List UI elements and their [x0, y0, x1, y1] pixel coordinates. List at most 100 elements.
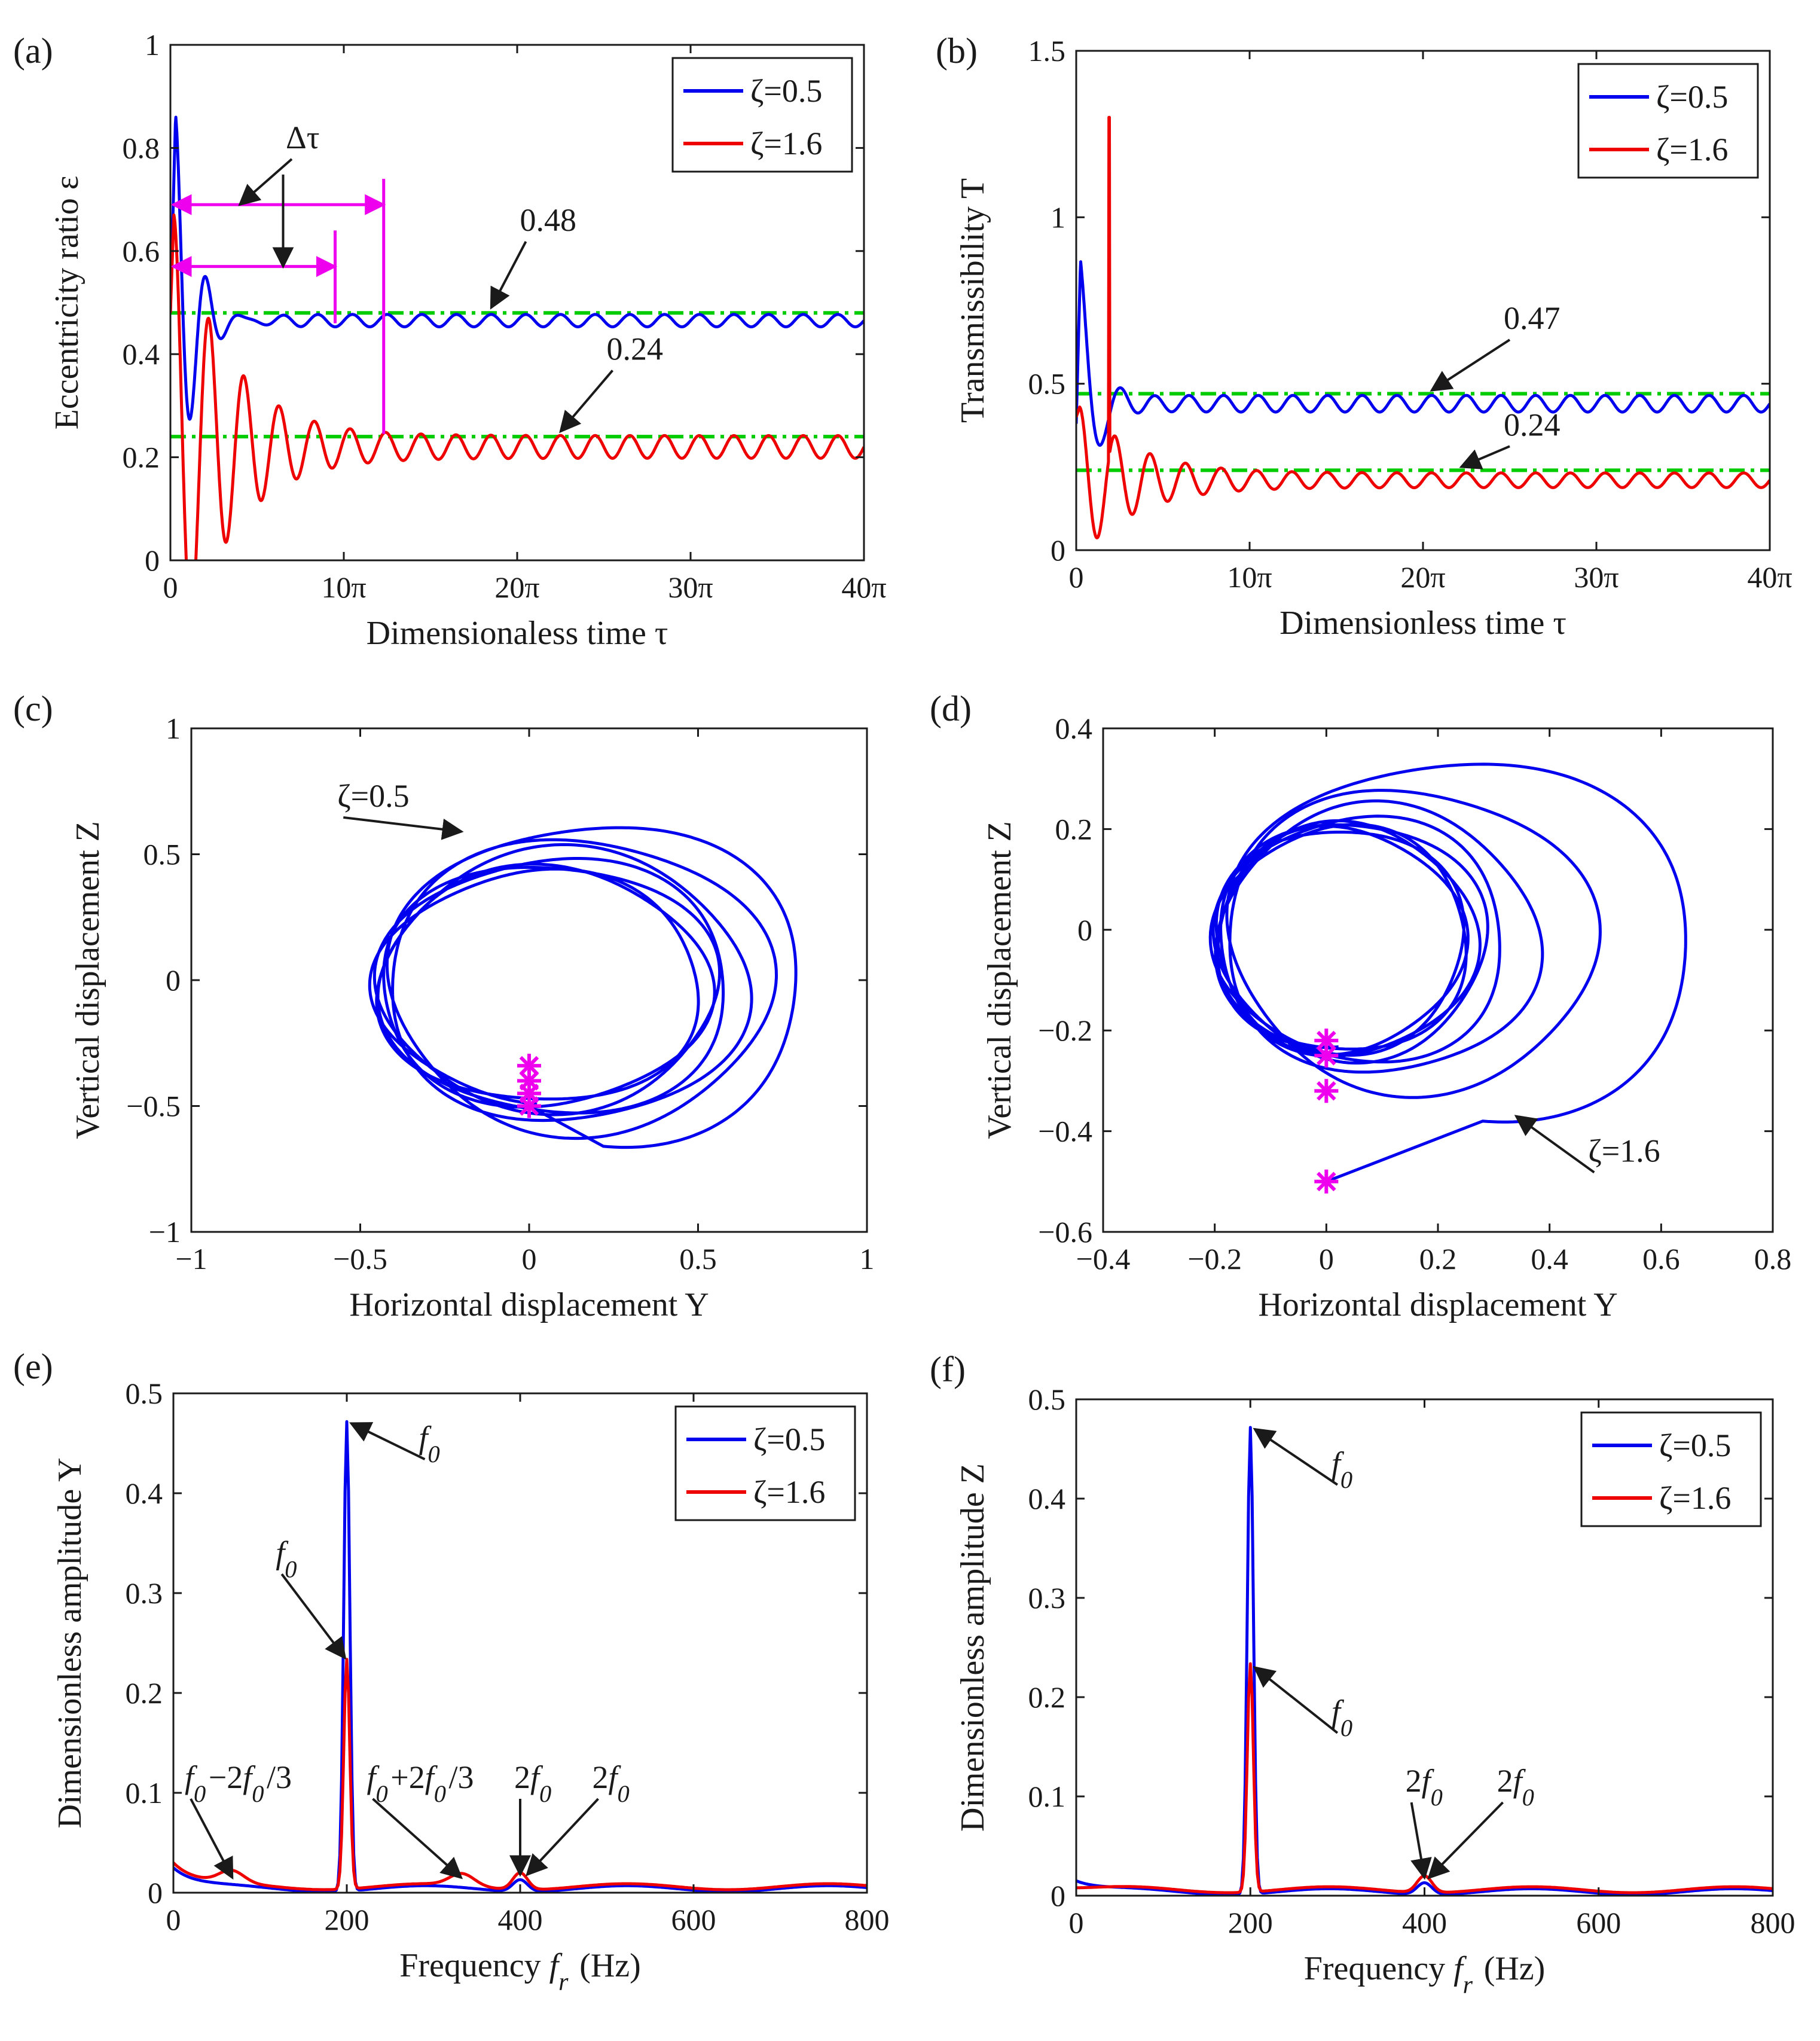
- panel-d: (d)−0.4 −0.2 0 0.2 0.4 0.6 0.8−0.6−0.4−0.200.2…: [930, 689, 1791, 1323]
- x-tick-label: 400: [498, 1903, 543, 1936]
- legend: ζ=0.5 ζ=1.6: [671, 57, 853, 173]
- x-axis-label: Horizontal displacement Y: [349, 1286, 709, 1323]
- y-tick-label: −0.2: [1038, 1014, 1092, 1047]
- y-tick-label: 0.4: [1055, 712, 1093, 745]
- x-axis-label: Dimensionaless time τ: [367, 615, 668, 652]
- plot-area: [368, 826, 798, 1149]
- annotation-label: 0.48: [520, 202, 577, 238]
- y-tick-label: 1: [1051, 200, 1065, 234]
- start-marker: [1314, 1169, 1339, 1194]
- annotation-label: Δτ: [286, 120, 319, 155]
- x-tick-label: 400: [1402, 1906, 1447, 1939]
- series-line: [1076, 260, 1770, 447]
- x-tick-label: 0.2: [1419, 1242, 1457, 1276]
- y-tick-label: 0.4: [126, 1476, 163, 1510]
- x-axis-label: Dimensionless time τ: [1280, 605, 1566, 642]
- legend-entry: ζ=0.5: [1659, 1427, 1731, 1463]
- x-tick-label: 0.4: [1531, 1242, 1568, 1276]
- x-tick-label: 20π: [1400, 560, 1445, 594]
- x-tick-label: 600: [671, 1903, 716, 1936]
- y-tick-label: 0.5: [1028, 1383, 1066, 1416]
- x-tick-label: 10π: [321, 570, 366, 604]
- annotation-arrow: [280, 1573, 347, 1660]
- y-tick-label: −0.4: [1038, 1115, 1092, 1148]
- annotation-arrow: [526, 1798, 599, 1877]
- series-line: [368, 826, 798, 1149]
- plot-area: [170, 115, 864, 560]
- x-tick-label: 40π: [1747, 560, 1792, 594]
- series-line: [170, 213, 864, 560]
- annotation-label: 0.47: [1504, 300, 1561, 336]
- x-tick-label: −0.2: [1187, 1242, 1242, 1276]
- y-tick-label: 0.8: [123, 131, 160, 164]
- x-tick-label: 0: [166, 1903, 181, 1936]
- y-axis-label: Dimensionless amplitude Z: [954, 1463, 991, 1832]
- annotation-label: f0 +2f0 /3: [367, 1759, 474, 1807]
- legend-entry: ζ=1.6: [753, 1474, 825, 1510]
- legend: ζ=0.5 ζ=1.6: [674, 1405, 856, 1521]
- legend-entry: ζ=1.6: [1659, 1480, 1731, 1516]
- annotation-arrow: [1427, 1801, 1504, 1880]
- start-marker: [1314, 1044, 1339, 1068]
- x-tick-label: 800: [1751, 1906, 1795, 1939]
- x-tick-label: −0.4: [1076, 1242, 1131, 1276]
- panel-a: (a) 0 10π 20π 30π 40π 0 0.2 0.4 0.6 0.8 1 Dimensiona…: [13, 28, 887, 652]
- annotation-arrow: [1253, 1665, 1339, 1734]
- axes-frame: [190, 727, 868, 1233]
- x-axis-label: Frequency fr (Hz): [399, 1947, 641, 1996]
- panel-e: (e) 0 200 400 600 800 0 0.1 0.2 0.3 0.4 0.5 Frequenc…: [13, 1347, 890, 1996]
- annotation-label: 2f0: [593, 1759, 633, 1807]
- y-tick-label: 1: [166, 712, 181, 745]
- annotation-arrow: [372, 1798, 463, 1880]
- y-tick-label: 0.1: [1028, 1780, 1066, 1813]
- x-tick-label: 0: [1319, 1242, 1334, 1276]
- panel-label: (b): [936, 31, 978, 71]
- series-line: [1208, 762, 1687, 1183]
- x-tick-label: 200: [325, 1903, 370, 1936]
- x-tick-label: 10π: [1227, 560, 1272, 594]
- y-tick-label: −0.6: [1038, 1215, 1092, 1249]
- annotation-label: 2f0: [1497, 1763, 1537, 1811]
- y-tick-label: −0.5: [126, 1090, 181, 1123]
- annotation-arrow: [490, 241, 527, 310]
- annotation-label: ζ=1.6: [1588, 1133, 1660, 1169]
- x-tick-label: 200: [1228, 1906, 1273, 1939]
- y-tick-label: 0.5: [126, 1377, 163, 1410]
- legend: ζ=0.5 ζ=1.6: [1580, 1411, 1762, 1527]
- x-tick-label: 0: [1069, 1906, 1084, 1939]
- panel-c: (c) −1 −0.5 0 0.5 1 −1 −0.5 0 0.5 1 Horizontal disp…: [13, 689, 875, 1323]
- y-tick-label: 0.5: [143, 838, 181, 871]
- y-axis-label: Vertical displacement Z: [981, 821, 1018, 1139]
- plot-area: [1076, 115, 1770, 539]
- annotation-label: 2f0: [1406, 1763, 1446, 1811]
- annotation-arrow: [349, 1422, 426, 1460]
- y-tick-label: 0.1: [126, 1776, 163, 1810]
- y-axis-label: Transmissibility T: [954, 178, 991, 423]
- annotation-arrow: [1430, 338, 1511, 392]
- y-axis-label: Vertical displacement Z: [69, 821, 106, 1139]
- x-tick-label: 600: [1576, 1906, 1621, 1939]
- x-tick-label: 0: [163, 570, 178, 604]
- annotation-arrow: [1514, 1115, 1595, 1174]
- annotation-label: f0: [276, 1534, 300, 1582]
- x-tick-label: 20π: [494, 570, 539, 604]
- y-tick-label: 0.6: [123, 234, 160, 268]
- y-tick-label: 0.4: [1028, 1482, 1066, 1515]
- y-tick-label: 0.2: [1055, 812, 1093, 846]
- x-tick-label: 0.5: [679, 1242, 717, 1276]
- annotation-label: ζ=0.5: [337, 778, 409, 814]
- annotation-arrow: [190, 1798, 234, 1880]
- y-tick-label: 0.2: [126, 1676, 163, 1710]
- y-tick-label: 0.2: [1028, 1680, 1066, 1714]
- legend-entry: ζ=1.6: [750, 126, 822, 161]
- annotation-arrow: [238, 158, 293, 206]
- annotation-label: f0: [419, 1420, 443, 1468]
- y-tick-label: 0.5: [1028, 367, 1066, 401]
- x-tick-label: 0.6: [1642, 1242, 1680, 1276]
- x-tick-label: −1: [175, 1242, 207, 1276]
- annotation-arrow: [1253, 1427, 1338, 1486]
- legend-entry: ζ=1.6: [1656, 132, 1728, 167]
- x-tick-label: 0.8: [1754, 1242, 1792, 1276]
- x-tick-label: −0.5: [333, 1242, 387, 1276]
